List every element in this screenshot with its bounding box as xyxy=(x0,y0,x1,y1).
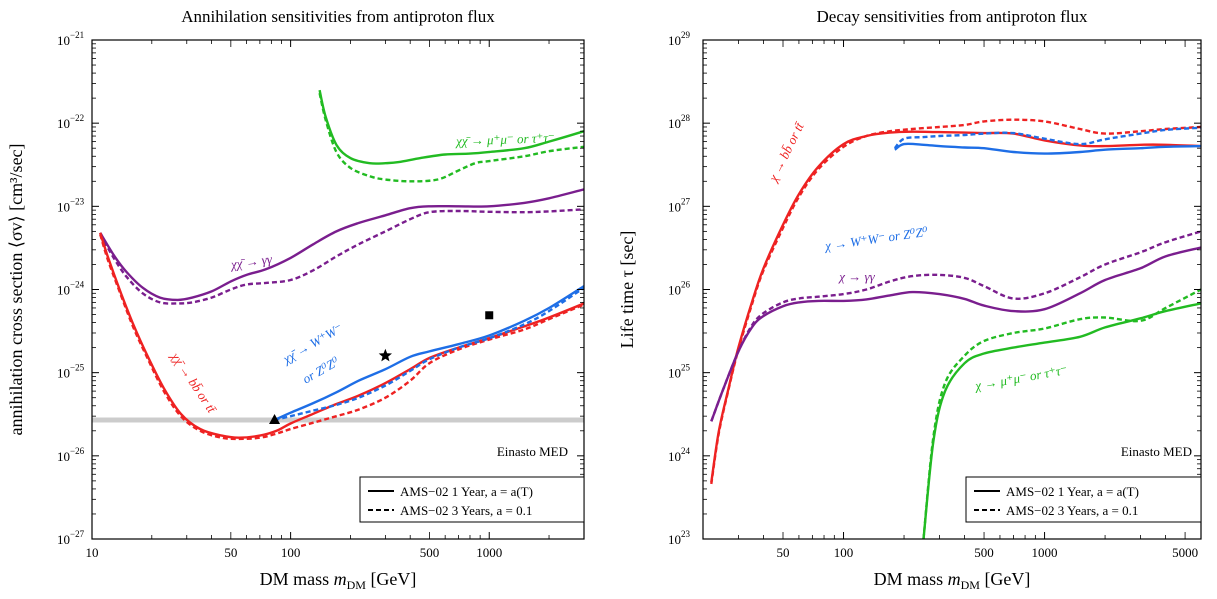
ann-ytick-label: 10 xyxy=(57,532,70,547)
dec-halo-label: Einasto MED xyxy=(1121,444,1192,459)
dec-ytick-exponent: 29 xyxy=(681,30,691,40)
ann-ytick-exponent: −26 xyxy=(70,446,85,456)
triangle-marker xyxy=(269,413,281,424)
dec-x-axis-label: DM mass mDM [GeV] xyxy=(874,569,1031,592)
dec-ytick-label: 10 xyxy=(668,33,681,48)
dec-plot-frame xyxy=(702,39,1202,540)
ann-ytick-label: 10 xyxy=(57,449,70,464)
dec-y-axis-label: Life time τ [sec] xyxy=(617,231,637,349)
annihilation-panel: Annihilation sensitivities from antiprot… xyxy=(6,7,585,592)
dec-ytick-exponent: 27 xyxy=(681,196,691,206)
legend-label-dashed: AMS−02 3 Years, a = 0.1 xyxy=(1006,503,1138,518)
ann-annotation-gg: χχ̄ → γγ xyxy=(228,251,274,272)
ann-ytick-exponent: −24 xyxy=(70,280,85,290)
dec-chart-title: Decay sensitivities from antiproton flux xyxy=(817,7,1088,26)
legend-label-dashed: AMS−02 3 Years, a = 0.1 xyxy=(400,503,532,518)
dec-ytick-exponent: 28 xyxy=(681,113,691,123)
ann-annotation-ww2: or Z⁰Z⁰ xyxy=(300,353,343,386)
ann-series-ww-dashed xyxy=(274,286,584,422)
ann-ytick-exponent: −21 xyxy=(70,30,84,40)
dec-xtick-label: 50 xyxy=(777,545,790,560)
dec-series-ll-dashed xyxy=(922,288,1201,539)
dec-series-gg-solid xyxy=(710,246,1201,422)
dec-ytick-label: 10 xyxy=(668,116,681,131)
ann-series-bb-dashed xyxy=(99,234,584,441)
dec-ytick-label: 10 xyxy=(668,366,681,381)
dec-xtick-label: 100 xyxy=(834,545,854,560)
dec-ytick-label: 10 xyxy=(668,283,681,298)
ann-ytick-exponent: −23 xyxy=(70,196,85,206)
dec-xtick-label: 1000 xyxy=(1032,545,1058,560)
ann-series-ll-dashed xyxy=(318,92,584,183)
dec-series-bb-dashed xyxy=(710,118,1201,485)
dec-xtick-label: 5000 xyxy=(1172,545,1198,560)
dec-series-ll-solid xyxy=(922,302,1201,539)
ann-xtick-label: 50 xyxy=(224,545,237,560)
ann-xtick-label: 500 xyxy=(420,545,440,560)
dec-annotation-gg: χ → γγ xyxy=(837,269,875,284)
dec-ytick-label: 10 xyxy=(668,532,681,547)
ann-y-axis-label: annihilation cross section ⟨σv⟩ [cm³/sec… xyxy=(6,143,26,435)
dec-series-gg-dashed xyxy=(710,230,1201,422)
ann-ytick-exponent: −25 xyxy=(70,363,85,373)
square-marker xyxy=(485,311,494,320)
dec-ytick-exponent: 23 xyxy=(681,529,691,539)
dec-xtick-label: 500 xyxy=(974,545,994,560)
dec-ytick-label: 10 xyxy=(668,199,681,214)
ann-xtick-label: 10 xyxy=(86,545,99,560)
dec-ytick-exponent: 25 xyxy=(681,363,691,373)
ann-legend: AMS−02 1 Year, a = a(T) AMS−02 3 Years, a… xyxy=(359,476,585,523)
dec-series-bb-solid xyxy=(710,130,1201,483)
dec-annotation-ll: χ → μ⁺μ⁻ or τ⁺τ⁻ xyxy=(972,362,1068,393)
ann-series-ww-solid xyxy=(274,285,584,422)
ann-ytick-label: 10 xyxy=(57,283,70,298)
dec-annotation-bb: χ → bb̄ or tt̄ xyxy=(764,119,807,186)
dec-legend: AMS−02 1 Year, a = a(T) AMS−02 3 Years, a… xyxy=(965,476,1202,523)
ann-chart-title: Annihilation sensitivities from antiprot… xyxy=(181,7,495,26)
ann-annotation-ll: χχ̄ → μ⁺μ⁻ or τ⁺τ⁻ xyxy=(454,130,555,149)
ann-plot-frame xyxy=(91,39,585,540)
ann-ytick-label: 10 xyxy=(57,116,70,131)
ann-ytick-exponent: −27 xyxy=(70,529,85,539)
ann-series-ll-solid xyxy=(318,89,584,165)
ann-xtick-label: 100 xyxy=(281,545,301,560)
dec-series-ww-solid xyxy=(894,142,1201,155)
ann-ytick-label: 10 xyxy=(57,366,70,381)
dec-series-ww-dashed xyxy=(893,126,1201,150)
dec-ytick-label: 10 xyxy=(668,449,681,464)
decay-panel: Decay sensitivities from antiproton flux… xyxy=(617,7,1202,592)
dec-ytick-exponent: 26 xyxy=(681,280,691,290)
ann-series-gg-solid xyxy=(99,188,584,302)
ann-xtick-label: 1000 xyxy=(476,545,502,560)
legend-label-solid: AMS−02 1 Year, a = a(T) xyxy=(400,484,533,499)
ann-x-axis-label: DM mass mDM [GeV] xyxy=(260,569,417,592)
ann-ytick-label: 10 xyxy=(57,199,70,214)
ann-ytick-label: 10 xyxy=(57,33,70,48)
legend-label-solid: AMS−02 1 Year, a = a(T) xyxy=(1006,484,1139,499)
ann-series-gg-dashed xyxy=(99,208,584,305)
ann-halo-label: Einasto MED xyxy=(497,444,568,459)
dec-ytick-exponent: 24 xyxy=(681,446,691,456)
star-marker xyxy=(378,348,392,362)
dec-annotation-ww: χ → W⁺W⁻ or Z⁰Z⁰ xyxy=(822,224,929,254)
ann-ytick-exponent: −22 xyxy=(70,113,84,123)
